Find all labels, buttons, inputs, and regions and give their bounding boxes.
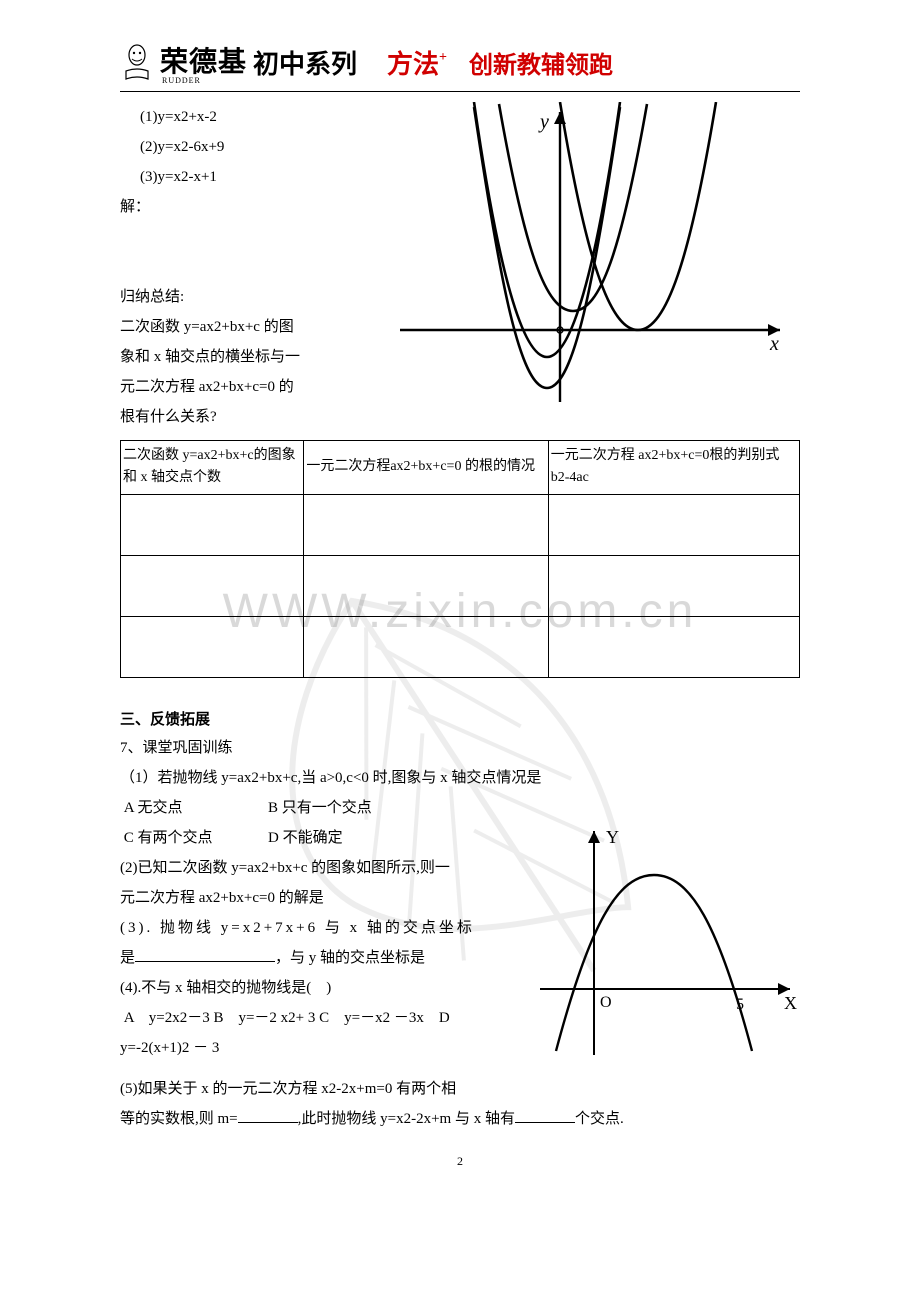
brand-subtext: RUDDER xyxy=(162,76,247,85)
q3-blank-prefix: 是 xyxy=(120,950,135,966)
table-cell xyxy=(548,555,799,616)
summary-l3: 象和 x 轴交点的横坐标与一 xyxy=(120,342,390,372)
page-number: 2 xyxy=(120,1154,800,1169)
q4-opt-text1: A y=2x2－3 B y=－2 x2+ 3 C y=－x2 －3x D xyxy=(124,1010,450,1026)
y-axis-label-2: Y xyxy=(606,827,619,847)
q1-optB: B 只有一个交点 xyxy=(268,800,372,816)
parabolas-chart: x y xyxy=(390,102,800,417)
chart2-svg: X Y O 5 xyxy=(540,823,800,1063)
summary-l4: 元二次方程 ax2+bx+c=0 的 xyxy=(120,372,390,402)
fangfa-label: 方法+ xyxy=(387,44,447,81)
summary-l1: 归纳总结: xyxy=(120,282,390,312)
blank xyxy=(135,946,275,962)
q2-figure: X Y O 5 xyxy=(540,823,800,1074)
q1-optC: C 有两个交点 xyxy=(124,830,213,846)
q3-line2: 是 ，与 y 轴的交点坐标是 xyxy=(120,943,536,973)
q2-line1: (2)已知二次函数 y=ax2+bx+c 的图象如图所示,则一 xyxy=(120,853,536,883)
equation-3: (3)y=x2-x+1 xyxy=(120,162,390,192)
q1-optD: D 不能确定 xyxy=(268,830,343,846)
table-cell xyxy=(121,616,304,677)
q5-c: ,此时抛物线 y=x2-2x+m 与 x 轴有 xyxy=(298,1111,515,1127)
equation-2: (2)y=x2-6x+9 xyxy=(120,132,390,162)
section-3-title: 三、反馈拓展 xyxy=(120,708,800,729)
table-cell xyxy=(548,494,799,555)
q1-stem: （1）若抛物线 y=ax2+bx+c,当 a>0,c<0 时,图象与 x 轴交点… xyxy=(120,763,800,793)
series-label: 初中系列 xyxy=(253,44,357,81)
q4-stem: (4).不与 x 轴相交的抛物线是( ) xyxy=(120,973,536,1003)
x-axis-label-2: X xyxy=(784,993,797,1013)
table-cell xyxy=(121,555,304,616)
table-cell xyxy=(304,616,548,677)
q3-line1: (3). 抛物线 y=x2+7x+6 与 x 轴的交点坐标 xyxy=(120,913,536,943)
q7-title: 7、课堂巩固训练 xyxy=(120,733,800,763)
q2-line2: 元二次方程 ax2+bx+c=0 的解是 xyxy=(120,883,536,913)
x-axis-label: x xyxy=(769,333,779,355)
table-col1: 二次函数 y=ax2+bx+c的图象和 x 轴交点个数 xyxy=(121,441,304,495)
brand-name: 荣德基 xyxy=(160,46,247,77)
q5-line2: 等的实数根,则 m= ,此时抛物线 y=x2-2x+m 与 x 轴有 个交点. xyxy=(120,1104,800,1134)
q1-options-row2: C 有两个交点 D 不能确定 xyxy=(120,823,536,853)
table-col2: 一元二次方程ax2+bx+c=0 的根的情况 xyxy=(304,441,548,495)
summary-l2: 二次函数 y=ax2+bx+c 的图 xyxy=(120,312,390,342)
fangfa-text: 方法 xyxy=(387,50,439,79)
page-header: 荣德基 RUDDER 初中系列 方法+ 创新教辅领跑 xyxy=(120,40,800,92)
y-axis-label: y xyxy=(538,111,549,133)
q4-opts-line1: A y=2x2－3 B y=－2 x2+ 3 C y=－x2 －3x D xyxy=(120,1003,536,1033)
q4-opts-line2: y=-2(x+1)2 － 3 xyxy=(120,1033,536,1063)
brand-logo-icon xyxy=(120,43,154,83)
table-cell xyxy=(121,494,304,555)
chart1-svg: x y xyxy=(390,102,790,412)
summary-l5: 根有什么关系? xyxy=(120,402,390,432)
q3-mid: ，与 y 轴的交点坐标是 xyxy=(275,950,425,966)
origin-label-2: O xyxy=(600,994,612,1011)
solution-label: 解： xyxy=(120,192,390,222)
table-cell xyxy=(304,555,548,616)
blank xyxy=(515,1107,575,1123)
equations-block: (1)y=x2+x-2 (2)y=x2-6x+9 (3)y=x2-x+1 解： … xyxy=(120,102,390,432)
table-col3: 一元二次方程 ax2+bx+c=0根的判别式 b2-4ac xyxy=(548,441,799,495)
q1-optA: A 无交点 xyxy=(124,800,183,816)
relation-table: 二次函数 y=ax2+bx+c的图象和 x 轴交点个数 一元二次方程ax2+bx… xyxy=(120,440,800,678)
tagline: 创新教辅领跑 xyxy=(469,45,613,80)
table-cell xyxy=(304,494,548,555)
q5-b: 等的实数根,则 m= xyxy=(120,1111,238,1127)
brand-block: 荣德基 RUDDER xyxy=(160,40,247,85)
q1-options-row1: A 无交点 B 只有一个交点 xyxy=(120,793,800,823)
table-cell xyxy=(548,616,799,677)
equation-1: (1)y=x2+x-2 xyxy=(120,102,390,132)
plus-icon: + xyxy=(439,50,447,65)
blank xyxy=(238,1107,298,1123)
q5-d: 个交点. xyxy=(575,1111,624,1127)
q5-line1: (5)如果关于 x 的一元二次方程 x2-2x+m=0 有两个相 xyxy=(120,1074,800,1104)
